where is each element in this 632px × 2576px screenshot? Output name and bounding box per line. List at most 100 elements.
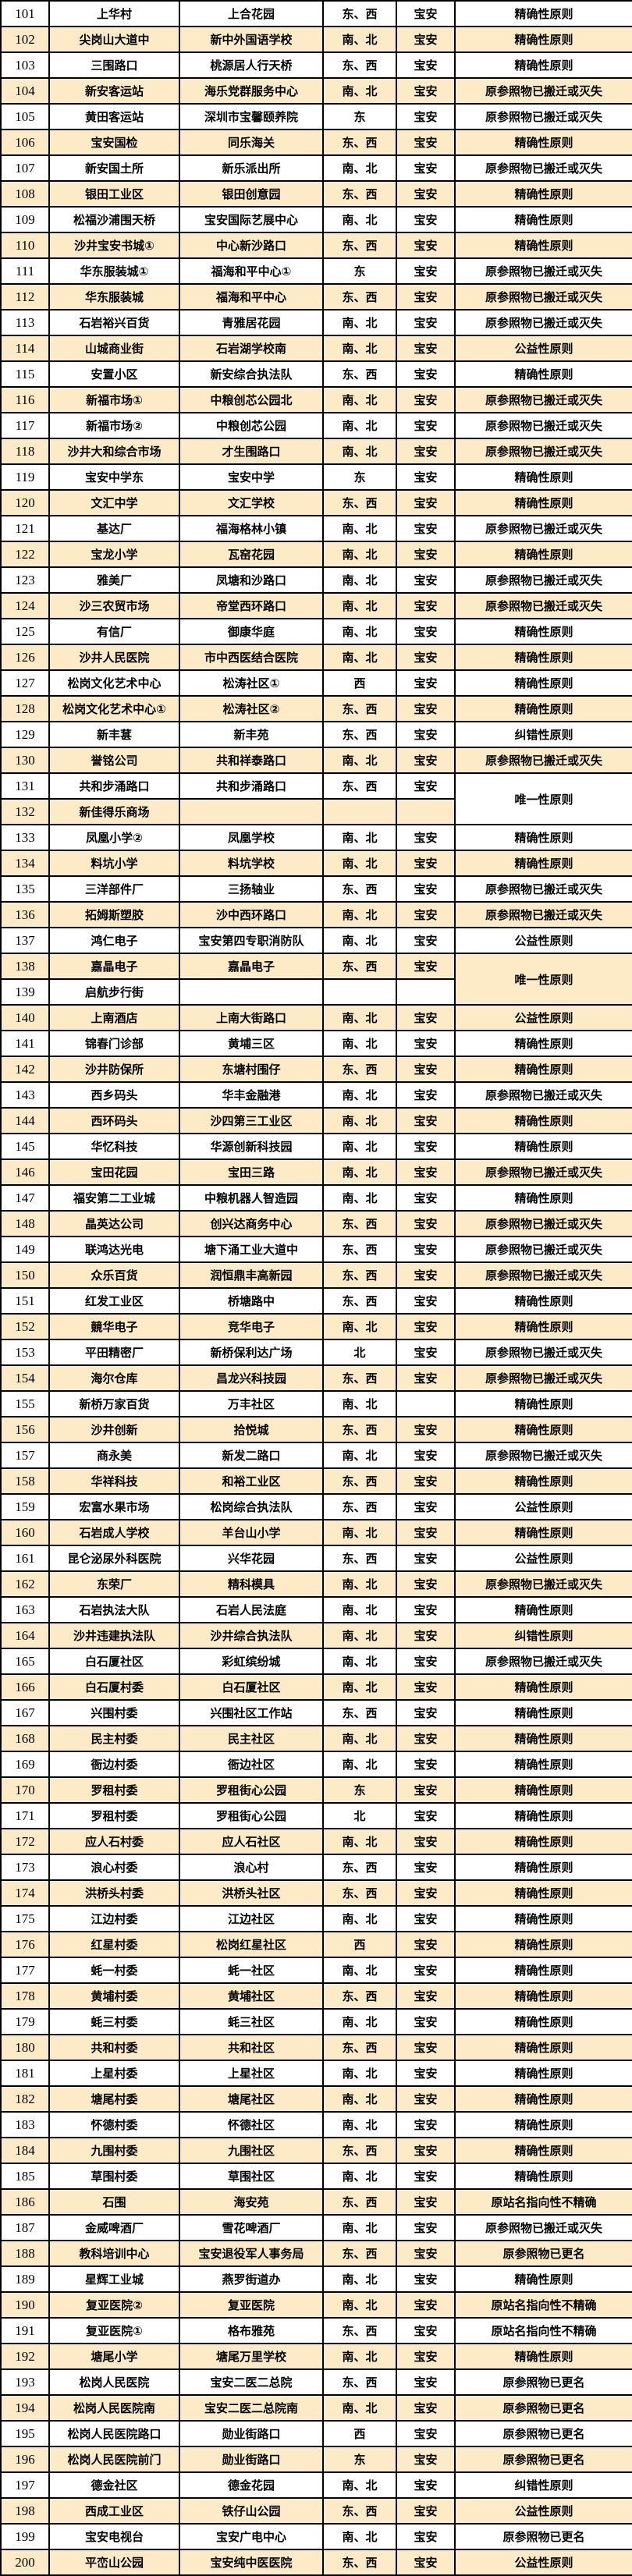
rename-reason-cell: 精确性原则 xyxy=(454,463,632,491)
direction-cell: 西 xyxy=(322,1931,397,1958)
new-stop-name-cell: 精科模具 xyxy=(179,1570,324,1598)
new-stop-name-cell: 怀德社区 xyxy=(179,2111,324,2138)
direction-cell: 东、西 xyxy=(322,1879,397,1907)
old-stop-name-cell: 红发工业区 xyxy=(48,1287,180,1315)
old-stop-name-cell: 新福市场② xyxy=(48,412,180,439)
row-number-cell: 189 xyxy=(0,2266,50,2293)
district-cell: 宝安 xyxy=(396,953,456,980)
old-stop-name-cell: 红星村委 xyxy=(48,1931,180,1958)
district-cell: 宝安 xyxy=(396,2266,456,2293)
rename-reason-cell: 精确性原则 xyxy=(454,129,632,156)
table-row: 180 共和村委 共和社区 东、西 宝安 精确性原则 xyxy=(0,2034,632,2061)
table-row: 172 应人石村委 应人石社区 南、北 宝安 精确性原则 xyxy=(0,1828,632,1855)
table-row: 114 山城商业街 石岩湖学校南 南、北 宝安 公益性原则 xyxy=(0,335,632,362)
direction-cell: 东、西 xyxy=(322,1236,397,1263)
table-row: 110 沙井宝安书城① 中心新沙路口 东、西 宝安 精确性原则 xyxy=(0,232,632,259)
table-row: 120 文汇中学 文汇学校 东、西 宝安 精确性原则 xyxy=(0,489,632,516)
new-stop-name-cell: 中粮创芯公园北 xyxy=(179,386,324,413)
direction-cell: 南、北 xyxy=(322,154,397,182)
rename-reason-cell: 原参照物已搬迁或灭失 xyxy=(454,2214,632,2241)
row-number-cell: 172 xyxy=(0,1828,50,1855)
district-cell: 宝安 xyxy=(396,592,456,619)
table-row: 170 罗租村委 罗租街心公园东宝安 精确性原则 xyxy=(0,1776,632,1804)
row-number-cell: 143 xyxy=(0,1081,50,1109)
district-cell: 宝安 xyxy=(396,0,456,27)
new-stop-name-cell: 上星社区 xyxy=(179,2060,324,2087)
new-stop-name-cell: 福海和平中心① xyxy=(179,257,324,285)
old-stop-name-cell: 复亚医院② xyxy=(48,2291,180,2319)
direction-cell: 东、西 xyxy=(322,283,397,310)
direction-cell: 东、西 xyxy=(322,772,397,800)
direction-cell: 南、北 xyxy=(322,1004,397,1031)
table-row: 146 宝田花园 宝田三路 南、北 宝安 原参照物已搬迁或灭失 xyxy=(0,1158,632,1186)
direction-cell: 东、西 xyxy=(322,2137,397,2164)
new-stop-name-cell: 松涛社区② xyxy=(179,695,324,722)
rename-reason-cell: 精确性原则 xyxy=(454,1287,632,1315)
row-number-cell: 130 xyxy=(0,747,50,774)
old-stop-name-cell: 星辉工业城 xyxy=(48,2266,180,2293)
district-cell: 宝安 xyxy=(396,2188,456,2216)
new-stop-name-cell: 宝安广电中心 xyxy=(179,2523,324,2550)
district-cell: 宝安 xyxy=(396,1673,456,1701)
rename-reason-cell: 原参照物已搬迁或灭失 xyxy=(454,1236,632,1263)
table-row: 164 沙井违建执法队 沙井综合执法队 南、北 宝安 纠错性原则 xyxy=(0,1622,632,1649)
old-stop-name-cell: 三洋部件厂 xyxy=(48,875,180,903)
table-row: 191 复亚医院① 格布雅苑 东、西 宝安 原站名指向性不精确 xyxy=(0,2317,632,2344)
rename-reason-cell: 精确性原则 xyxy=(454,1802,632,1829)
new-stop-name-cell: 华丰金融港 xyxy=(179,1081,324,1109)
district-cell: 宝安 xyxy=(396,1570,456,1598)
direction-cell: 南、北 xyxy=(322,1442,397,1469)
new-stop-name-cell: 复亚医院 xyxy=(179,2291,324,2319)
district-cell: 宝安 xyxy=(396,2343,456,2370)
district-cell: 宝安 xyxy=(396,2523,456,2550)
row-number-cell: 126 xyxy=(0,644,50,671)
direction-cell: 南、北 xyxy=(322,1673,397,1701)
row-number-cell: 199 xyxy=(0,2523,50,2550)
row-number-cell: 107 xyxy=(0,154,50,182)
district-cell: 宝安 xyxy=(396,2446,456,2473)
old-stop-name-cell: 新佳得乐商场 xyxy=(48,798,180,825)
direction-cell: 南、北 xyxy=(322,2471,397,2499)
new-stop-name-cell: 宝安二医二总院南 xyxy=(179,2394,324,2422)
table-row: 122 宝龙小学 瓦窑花园 南、北 宝安 精确性原则 xyxy=(0,541,632,568)
direction-cell: 南、北 xyxy=(322,541,397,568)
direction-cell: 南、北 xyxy=(322,515,397,542)
rename-reason-cell: 精确性原则 xyxy=(454,1390,632,1418)
new-stop-name-cell: 深圳市宝馨颐养院 xyxy=(179,103,324,130)
district-cell: 宝安 xyxy=(396,2549,456,2576)
table-row: 189 星辉工业城 燕罗街道办 南、北 宝安 精确性原则 xyxy=(0,2266,632,2293)
direction-cell: 南、北 xyxy=(322,1905,397,1932)
table-row: 124 沙三农贸市场 帝堂西环路口 南、北 宝安 原参照物已搬迁或灭失 xyxy=(0,592,632,619)
rename-reason-cell: 原参照物已搬迁或灭失 xyxy=(454,875,632,903)
old-stop-name-cell: 教科培训中心 xyxy=(48,2240,180,2267)
old-stop-name-cell: 松岗人民医院 xyxy=(48,2368,180,2396)
table-row: 156 沙井创新 拾悦城 东、西 宝安 精确性原则 xyxy=(0,1416,632,1443)
old-stop-name-cell: 沙井防保所 xyxy=(48,1056,180,1083)
old-stop-name-cell: 西环码头 xyxy=(48,1107,180,1134)
old-stop-name-cell: 新安国土所 xyxy=(48,154,180,182)
new-stop-name-cell: 草围社区 xyxy=(179,2163,324,2190)
rename-reason-cell: 原参照物已更名 xyxy=(454,2446,632,2473)
row-number-cell: 103 xyxy=(0,51,50,79)
row-number-cell: 196 xyxy=(0,2446,50,2473)
row-number-cell: 175 xyxy=(0,1905,50,1932)
table-row: 134 料坑小学 料坑学校 南、北 宝安 精确性原则 xyxy=(0,850,632,877)
district-cell: 宝安 xyxy=(396,438,456,465)
table-row: 119 宝安中学东 宝安中学东宝安 精确性原则 xyxy=(0,463,632,491)
rename-reason-cell: 公益性原则 xyxy=(454,2549,632,2576)
row-number-cell: 116 xyxy=(0,386,50,413)
old-stop-name-cell: 昆仑泌尿外科医院 xyxy=(48,1545,180,1572)
district-cell: 宝安 xyxy=(396,1982,456,2010)
row-number-cell: 192 xyxy=(0,2343,50,2370)
new-stop-name-cell: 塘尾社区 xyxy=(179,2085,324,2113)
new-stop-name-cell: 塘下涌工业大道中 xyxy=(179,1236,324,1263)
direction-cell: 南、北 xyxy=(322,1622,397,1649)
district-cell: 宝安 xyxy=(396,2471,456,2499)
table-row: 153 平田精密厂 新桥保利达广场北宝安 原参照物已搬迁或灭失 xyxy=(0,1339,632,1366)
rename-reason-cell: 原参照物已搬迁或灭失 xyxy=(454,283,632,310)
table-row: 121 基达厂 福海格林小镇 南、北 宝安 原参照物已搬迁或灭失 xyxy=(0,515,632,542)
old-stop-name-cell: 共和村委 xyxy=(48,2034,180,2061)
table-row: 185 草围村委 草围社区 南、北 宝安 精确性原则 xyxy=(0,2163,632,2190)
district-cell: 宝安 xyxy=(396,875,456,903)
